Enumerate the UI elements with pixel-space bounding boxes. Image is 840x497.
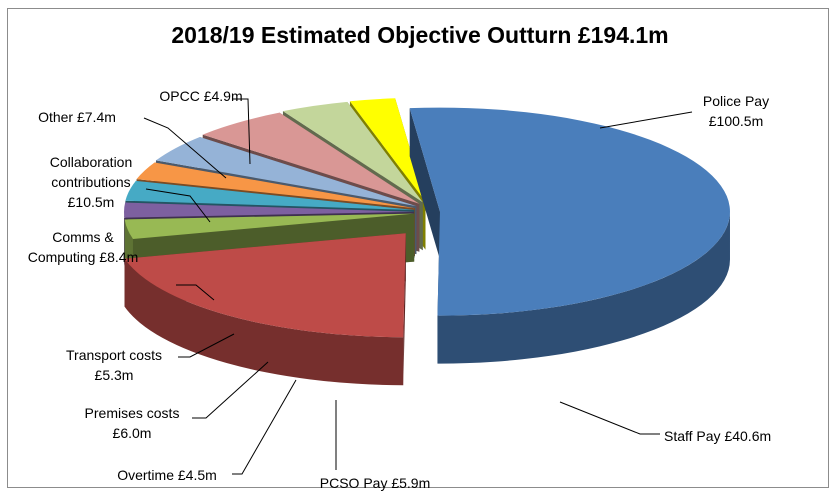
chart-title: 2018/19 Estimated Objective Outturn £194…	[171, 22, 669, 48]
slice-label: Other £7.4m	[38, 109, 116, 125]
slice-top	[124, 202, 415, 218]
slice-label-line: Transport costs	[66, 347, 162, 363]
slice-label-line: Other £7.4m	[38, 109, 116, 125]
slice-top	[409, 107, 730, 316]
leader-line	[232, 98, 251, 165]
leader-line	[143, 117, 227, 179]
slice-label-line: Collaboration	[50, 154, 133, 170]
slice-top	[124, 233, 406, 338]
slice-label-line: £10.5m	[68, 194, 115, 210]
slice-top	[125, 180, 415, 211]
leader-line	[599, 111, 693, 129]
slice-label: Comms & Computing £8.4m	[28, 229, 139, 265]
slice-label: Overtime £4.5m	[117, 467, 217, 483]
slice-label-line: Staff Pay £40.6m	[664, 428, 771, 444]
slice-label: Premises costs £6.0m	[85, 405, 180, 441]
slice-top	[136, 162, 415, 209]
slice-top	[349, 98, 426, 202]
slice-label-line: Overtime £4.5m	[117, 467, 217, 483]
slice-label-line: contributions	[51, 174, 130, 190]
slice-labels: Police Pay £100.5m Staff Pay £40.6m PCSO Pa…	[28, 88, 771, 491]
slice-label-line: £6.0m	[113, 425, 152, 441]
slice-label-line: Comms &	[52, 229, 114, 245]
slice-label-line: £100.5m	[709, 113, 763, 129]
slice-label: Transport costs £5.3m	[66, 347, 162, 383]
slice-side-wall	[409, 108, 440, 260]
slice-top	[124, 213, 415, 240]
slice-label-line: Premises costs	[85, 405, 180, 421]
slice-top	[202, 112, 420, 204]
leader-line	[178, 333, 235, 358]
slice-label-line: Computing £8.4m	[28, 249, 139, 265]
slice-label-line: PCSO Pay £5.9m	[320, 475, 431, 491]
slice-label-line: Police Pay	[703, 93, 769, 109]
leader-line	[176, 284, 215, 301]
leader-line	[559, 401, 660, 435]
slice-label-line: OPCC £4.9m	[159, 88, 242, 104]
slice-label: Staff Pay £40.6m	[664, 428, 771, 444]
slice-top	[282, 101, 423, 203]
pie-slice-police-pay	[409, 107, 730, 364]
leader-line	[145, 188, 211, 223]
pie-slices	[124, 98, 730, 386]
slice-outer-wall	[124, 258, 404, 386]
slice-label: Police Pay £100.5m	[703, 93, 769, 129]
slice-label: Collaboration contributions £10.5m	[50, 154, 133, 210]
slice-outer-wall	[437, 211, 730, 364]
leader-line	[192, 361, 269, 419]
leader-line	[232, 379, 297, 475]
slice-top	[155, 136, 417, 207]
slice-label-line: £5.3m	[95, 367, 134, 383]
slice-label: PCSO Pay £5.9m	[320, 475, 431, 491]
slice-label: OPCC £4.9m	[159, 88, 242, 104]
pie-slice-staff-pay	[124, 233, 406, 386]
